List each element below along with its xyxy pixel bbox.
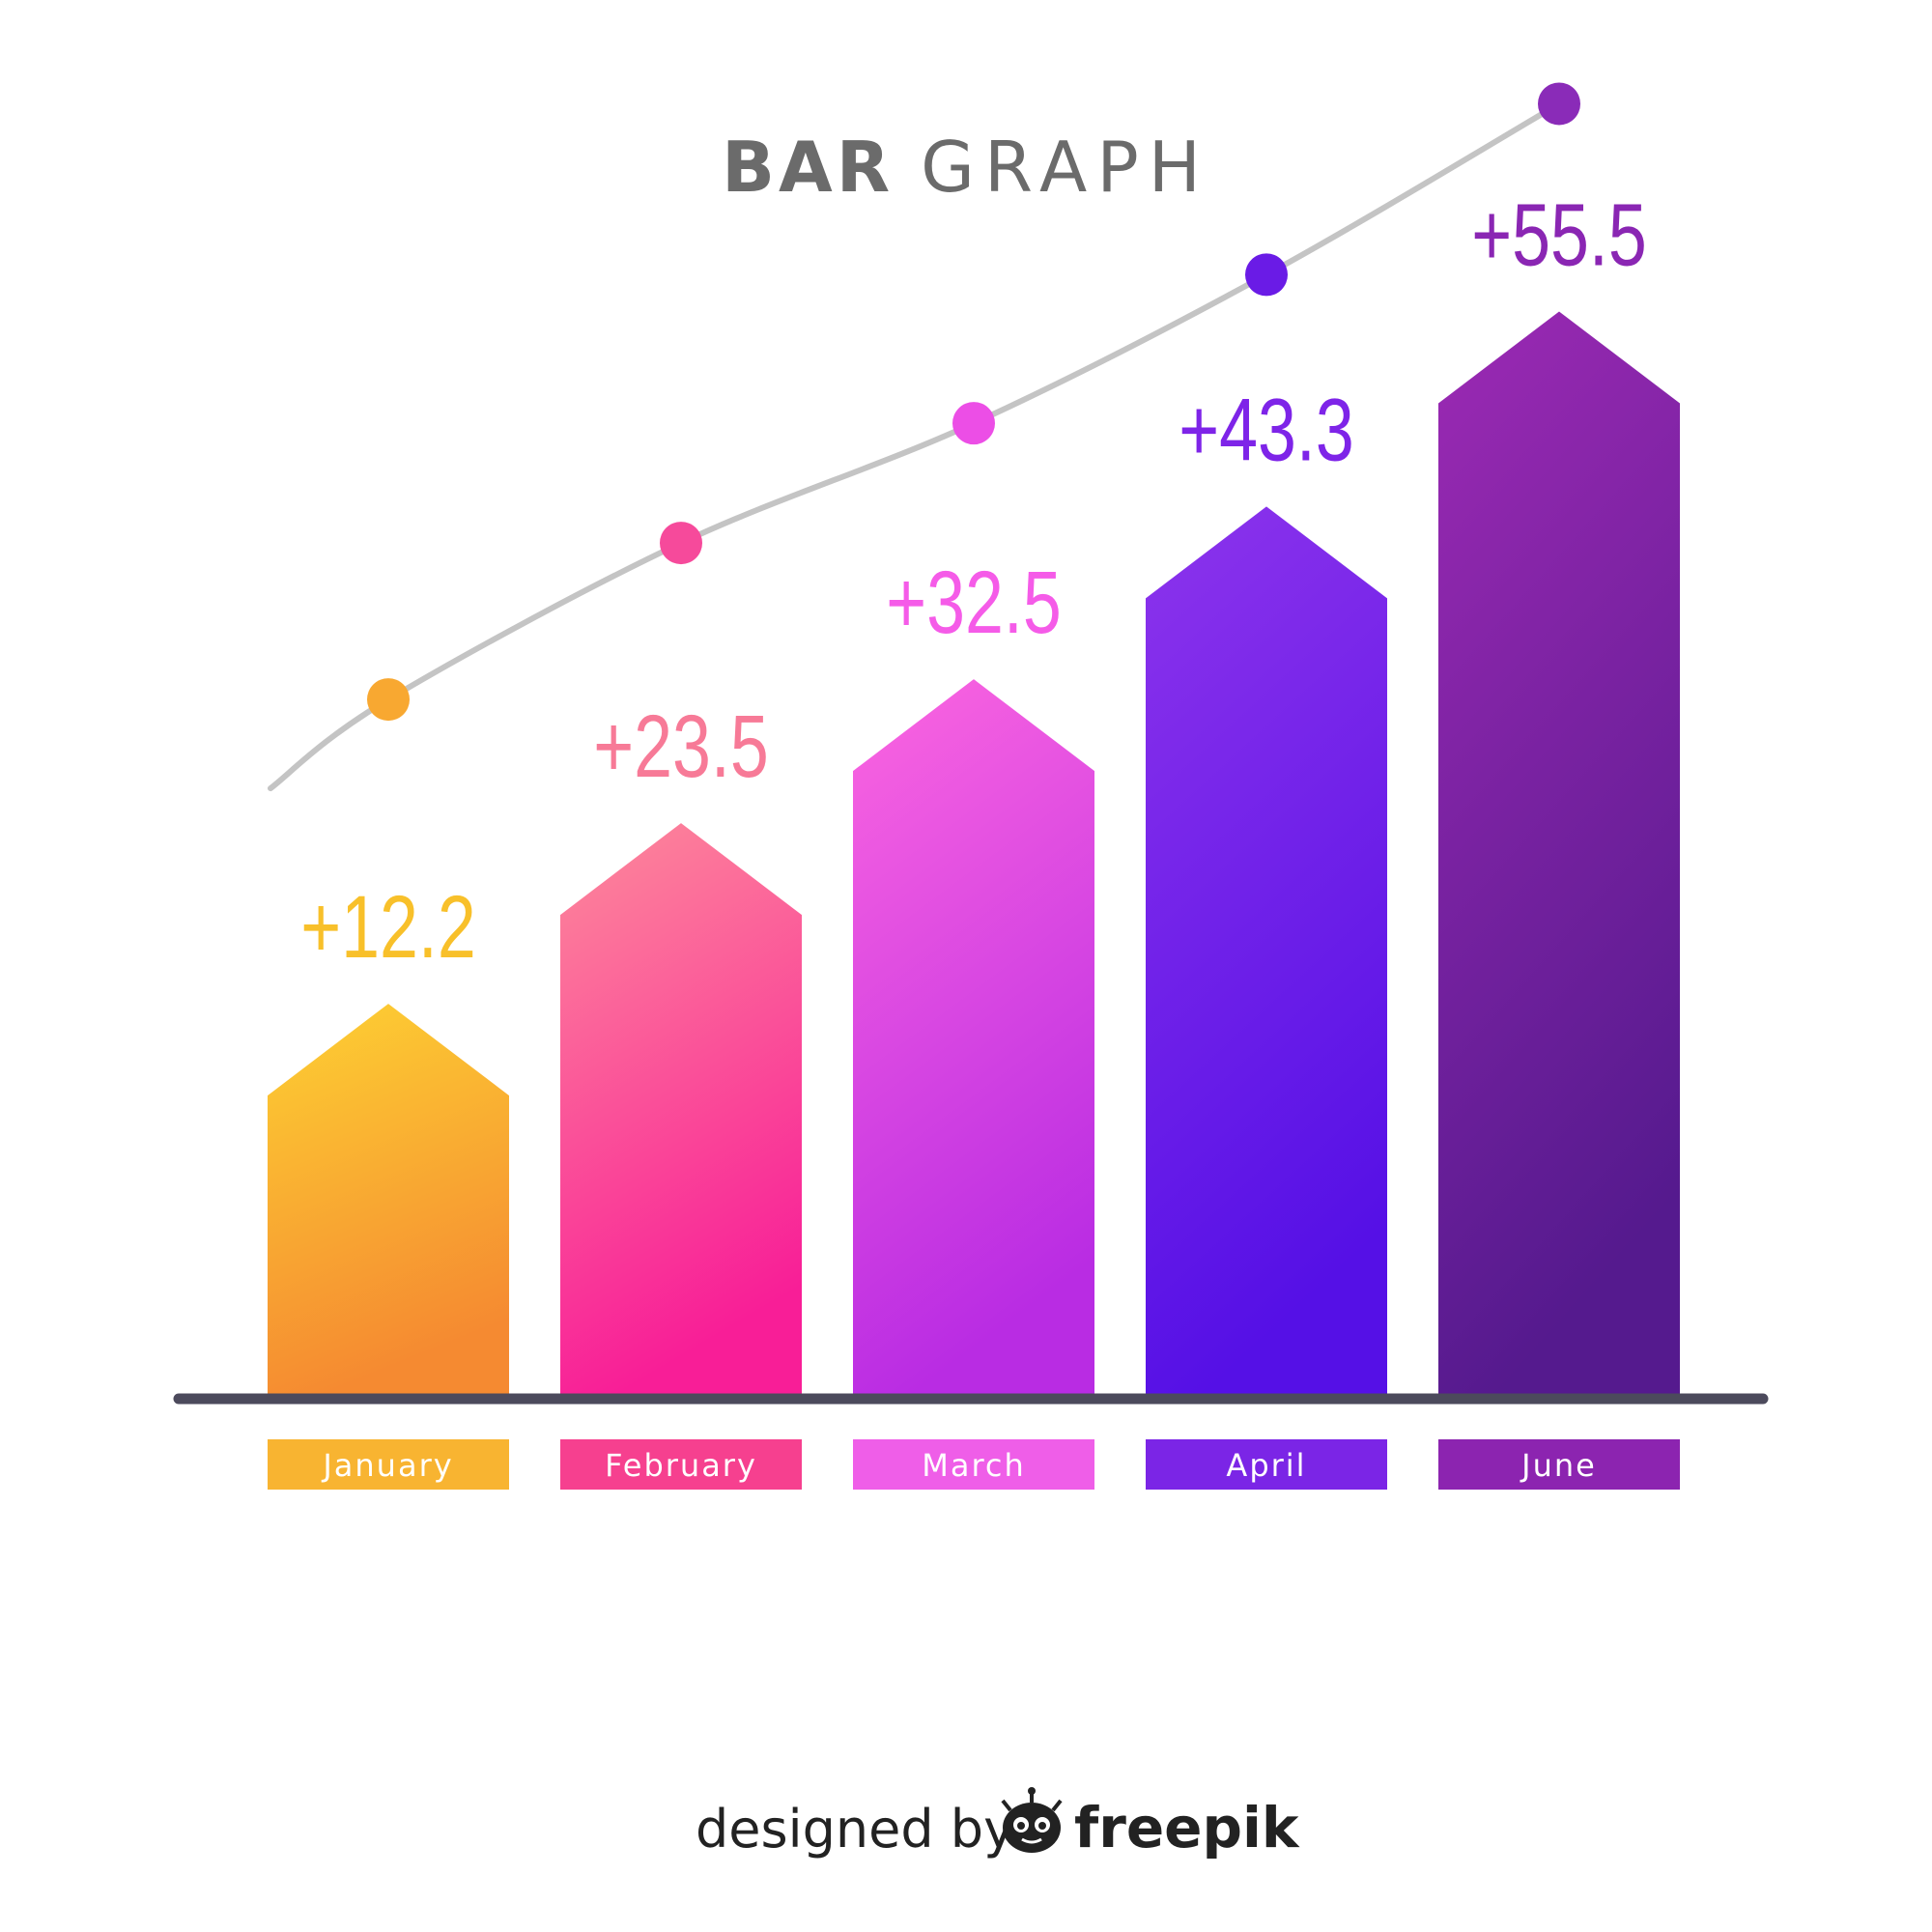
trend-dots-group <box>367 82 1580 722</box>
value-label-june: +55.5 <box>1471 185 1647 285</box>
category-box-june <box>1438 1439 1680 1490</box>
bar-april <box>1146 506 1387 1394</box>
category-label-march: March <box>922 1447 1026 1484</box>
value-labels-group: +12.2 +23.5 +32.5 +43.3 +55.5 <box>300 185 1647 977</box>
category-labels-group: January February March April June <box>268 1439 1680 1490</box>
trend-dot-april <box>1245 253 1288 297</box>
category-box-april <box>1146 1439 1387 1490</box>
chart-title-bold: BAR <box>722 127 894 208</box>
credit-brand: freepik <box>1074 1795 1300 1861</box>
credit: designed by freepik <box>696 1787 1300 1861</box>
bar-february <box>560 823 802 1394</box>
bar-january <box>268 1004 509 1394</box>
bar-march <box>853 679 1094 1394</box>
category-label-june: June <box>1520 1447 1597 1484</box>
value-label-january: +12.2 <box>300 878 476 978</box>
category-label-april: April <box>1226 1447 1306 1484</box>
trend-dot-march <box>952 402 995 445</box>
category-box-february <box>560 1439 802 1490</box>
chart-title: BAR GRAPH <box>722 127 1210 208</box>
chart-title-light: GRAPH <box>921 127 1210 208</box>
category-label-january: January <box>321 1447 453 1484</box>
bar-june <box>1438 311 1680 1395</box>
trend-dot-january <box>367 678 410 722</box>
category-label-february: February <box>605 1447 757 1484</box>
bars-group <box>268 311 1680 1395</box>
value-label-april: +43.3 <box>1179 381 1354 480</box>
value-label-february: +23.5 <box>593 697 769 797</box>
category-box-march <box>853 1439 1094 1490</box>
freepik-logo-icon <box>1001 1787 1063 1853</box>
category-box-january <box>268 1439 509 1490</box>
credit-prefix: designed by <box>696 1799 1014 1860</box>
trend-dot-june <box>1538 82 1580 126</box>
value-label-march: +32.5 <box>886 554 1062 653</box>
trend-dot-february <box>660 522 702 565</box>
